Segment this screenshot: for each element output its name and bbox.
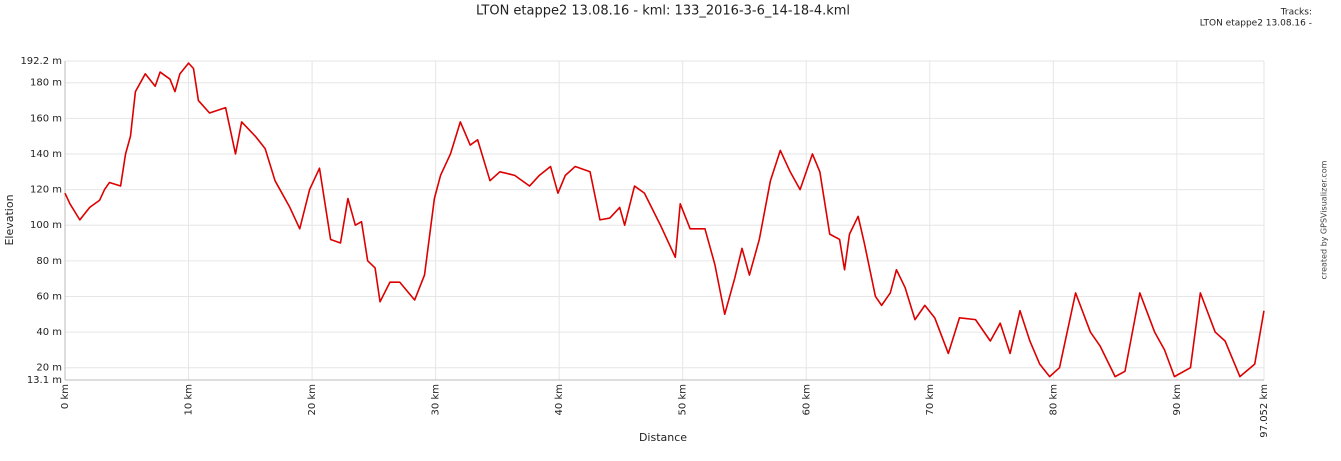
y-tick-label: 160 m — [30, 113, 62, 124]
x-tick-label: 97.052 km — [1259, 384, 1270, 438]
y-tick-label: 40 m — [36, 327, 62, 338]
x-tick-label: 90 km — [1172, 384, 1183, 415]
y-tick-label: 120 m — [30, 185, 62, 196]
elevation-line — [64, 62, 1265, 378]
x-tick-label: 0 km — [60, 384, 71, 409]
y-tick-label: 60 m — [36, 291, 62, 302]
x-tick-label: 70 km — [925, 384, 936, 415]
x-tick-label: 20 km — [307, 384, 318, 415]
legend-title: Tracks: — [1280, 8, 1312, 18]
x-tick-label: 50 km — [678, 384, 689, 415]
x-tick-label: 10 km — [184, 384, 195, 415]
y-tick-label: 13.1 m — [27, 375, 62, 386]
chart-title: LTON etappe2 13.08.16 - kml: 133_2016-3-… — [476, 4, 850, 19]
legend-entry: LTON etappe2 13.08.16 - — [1200, 19, 1312, 29]
y-tick-label: 192.2 m — [20, 56, 62, 67]
x-tick-label: 30 km — [431, 384, 442, 415]
x-tick-label: 40 km — [554, 384, 565, 415]
x-axis-label: Distance — [639, 431, 687, 444]
y-axis-label: Elevation — [3, 194, 16, 245]
x-tick-label: 60 km — [801, 384, 812, 415]
y-tick-label: 100 m — [30, 220, 62, 231]
y-tick-label: 80 m — [36, 256, 62, 267]
y-tick-label: 20 m — [36, 363, 62, 374]
watermark: created by GPSVisualizer.com — [1320, 160, 1329, 279]
y-tick-label: 180 m — [30, 78, 62, 89]
x-tick-label: 80 km — [1048, 384, 1059, 415]
y-tick-label: 140 m — [30, 149, 62, 160]
